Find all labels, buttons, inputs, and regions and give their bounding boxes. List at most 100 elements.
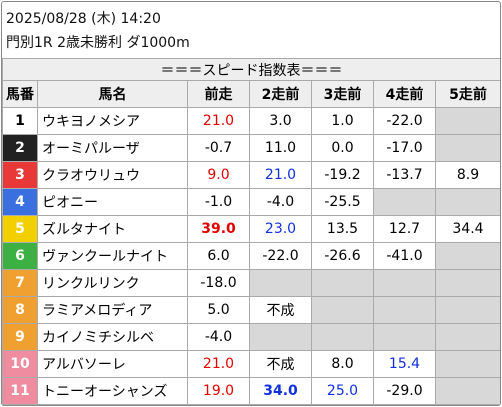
horse-row: 1 ウキヨノメシア 21.0 3.0 1.0 -22.0 <box>2 107 500 135</box>
speed-table: ＝＝＝スピード指数表＝＝＝ 馬番 馬名 前走 2走前 3走前 4走前 5走前 1 ウキヨノメシ… <box>2 58 500 405</box>
speed-index: 19.0 <box>187 377 250 405</box>
column-header: 2走前 <box>249 80 312 108</box>
horse-number: 5 <box>2 215 38 243</box>
horse-number: 1 <box>2 107 38 135</box>
horse-number: 8 <box>2 296 38 324</box>
speed-index: -26.6 <box>311 242 374 270</box>
speed-index: 15.4 <box>373 350 436 378</box>
horse-name: アルバソーレ <box>37 350 188 378</box>
horse-name: カイノミチシルベ <box>37 323 188 351</box>
speed-index: -29.0 <box>373 377 436 405</box>
empty-cell <box>434 323 500 351</box>
table-body: ＝＝＝スピード指数表＝＝＝ 馬番 馬名 前走 2走前 3走前 4走前 5走前 1 ウキヨノメシ… <box>2 58 500 405</box>
speed-index: 21.0 <box>249 161 312 189</box>
column-header: 馬番 <box>2 80 38 108</box>
speed-index: 23.0 <box>249 215 312 243</box>
speed-index: -4.0 <box>187 323 250 351</box>
datetime: 2025/08/28 (木) 14:20 <box>6 11 161 27</box>
empty-cell <box>311 296 374 324</box>
empty-cell <box>373 296 436 324</box>
speed-index: -0.7 <box>187 134 250 162</box>
horse-number: 10 <box>2 350 38 378</box>
speed-index: -41.0 <box>373 242 436 270</box>
title-row: ＝＝＝スピード指数表＝＝＝ <box>2 58 500 81</box>
empty-cell <box>434 296 500 324</box>
horse-number: 2 <box>2 134 38 162</box>
horse-number: 7 <box>2 269 38 297</box>
speed-index: 1.0 <box>311 107 374 135</box>
speed-index: 6.0 <box>187 242 250 270</box>
horse-row: 11 トニーオーシャンズ 19.0 34.0 25.0 -29.0 <box>2 377 500 405</box>
horse-name: ピオニー <box>37 188 188 216</box>
speed-index: -18.0 <box>187 269 250 297</box>
empty-cell <box>373 269 436 297</box>
horse-row: 10 アルバソーレ 21.0 不成 8.0 15.4 <box>2 350 500 378</box>
horse-name: トニーオーシャンズ <box>37 377 188 405</box>
speed-index: 8.9 <box>434 161 500 189</box>
header-row: 馬番 馬名 前走 2走前 3走前 4走前 5走前 <box>2 80 500 108</box>
speed-index: 34.4 <box>434 215 500 243</box>
horse-row: 5 ズルタナイト 39.0 23.0 13.5 12.7 34.4 <box>2 215 500 243</box>
speed-index: 不成 <box>249 296 312 324</box>
empty-cell <box>434 269 500 297</box>
speed-index: 39.0 <box>187 215 250 243</box>
horse-row: 6 ヴァンクールナイト 6.0 -22.0 -26.6 -41.0 <box>2 242 500 270</box>
speed-index: -25.5 <box>311 188 374 216</box>
horse-row: 8 ラミアメロディア 5.0 不成 <box>2 296 500 324</box>
speed-index: -22.0 <box>373 107 436 135</box>
empty-cell <box>434 377 500 405</box>
speed-index: -22.0 <box>249 242 312 270</box>
horse-row: 9 カイノミチシルベ -4.0 <box>2 323 500 351</box>
horse-number: 6 <box>2 242 38 270</box>
speed-index: 0.0 <box>311 134 374 162</box>
speed-index: -13.7 <box>373 161 436 189</box>
horse-row: 2 オーミパルーザ -0.7 11.0 0.0 -17.0 <box>2 134 500 162</box>
horse-name: ラミアメロディア <box>37 296 188 324</box>
speed-index: 9.0 <box>187 161 250 189</box>
race-info: 門別1R 2歳未勝利 ダ1000m <box>6 35 190 51</box>
empty-cell <box>434 134 500 162</box>
empty-cell <box>434 107 500 135</box>
horse-name: リンクルリンク <box>37 269 188 297</box>
horse-name: ヴァンクールナイト <box>37 242 188 270</box>
horse-row: 3 クラオウリュウ 9.0 21.0 -19.2 -13.7 8.9 <box>2 161 500 189</box>
empty-cell <box>434 242 500 270</box>
horse-name: ウキヨノメシア <box>37 107 188 135</box>
speed-index: 8.0 <box>311 350 374 378</box>
speed-index: 不成 <box>249 350 312 378</box>
speed-index: 3.0 <box>249 107 312 135</box>
speed-index: -4.0 <box>249 188 312 216</box>
empty-cell <box>311 269 374 297</box>
column-header: 馬名 <box>37 80 188 108</box>
horse-row: 7 リンクルリンク -18.0 <box>2 269 500 297</box>
empty-cell <box>434 350 500 378</box>
speed-index: 11.0 <box>249 134 312 162</box>
speed-index: 21.0 <box>187 350 250 378</box>
table-title: ＝＝＝スピード指数表＝＝＝ <box>2 58 500 81</box>
empty-cell <box>373 188 436 216</box>
horse-number: 3 <box>2 161 38 189</box>
empty-cell <box>311 323 374 351</box>
speed-index: -19.2 <box>311 161 374 189</box>
horse-name: クラオウリュウ <box>37 161 188 189</box>
speed-index: 34.0 <box>249 377 312 405</box>
speed-index: 5.0 <box>187 296 250 324</box>
horse-number: 4 <box>2 188 38 216</box>
horse-name: ズルタナイト <box>37 215 188 243</box>
empty-cell <box>249 269 312 297</box>
speed-index: 13.5 <box>311 215 374 243</box>
speed-index: 21.0 <box>187 107 250 135</box>
horse-row: 4 ピオニー -1.0 -4.0 -25.5 <box>2 188 500 216</box>
horse-number: 11 <box>2 377 38 405</box>
horse-name: オーミパルーザ <box>37 134 188 162</box>
empty-cell <box>373 323 436 351</box>
speed-index: 25.0 <box>311 377 374 405</box>
column-header: 4走前 <box>373 80 436 108</box>
horse-number: 9 <box>2 323 38 351</box>
column-header: 前走 <box>187 80 250 108</box>
empty-cell <box>434 188 500 216</box>
column-header: 5走前 <box>434 80 500 108</box>
speed-index: -17.0 <box>373 134 436 162</box>
empty-cell <box>249 323 312 351</box>
